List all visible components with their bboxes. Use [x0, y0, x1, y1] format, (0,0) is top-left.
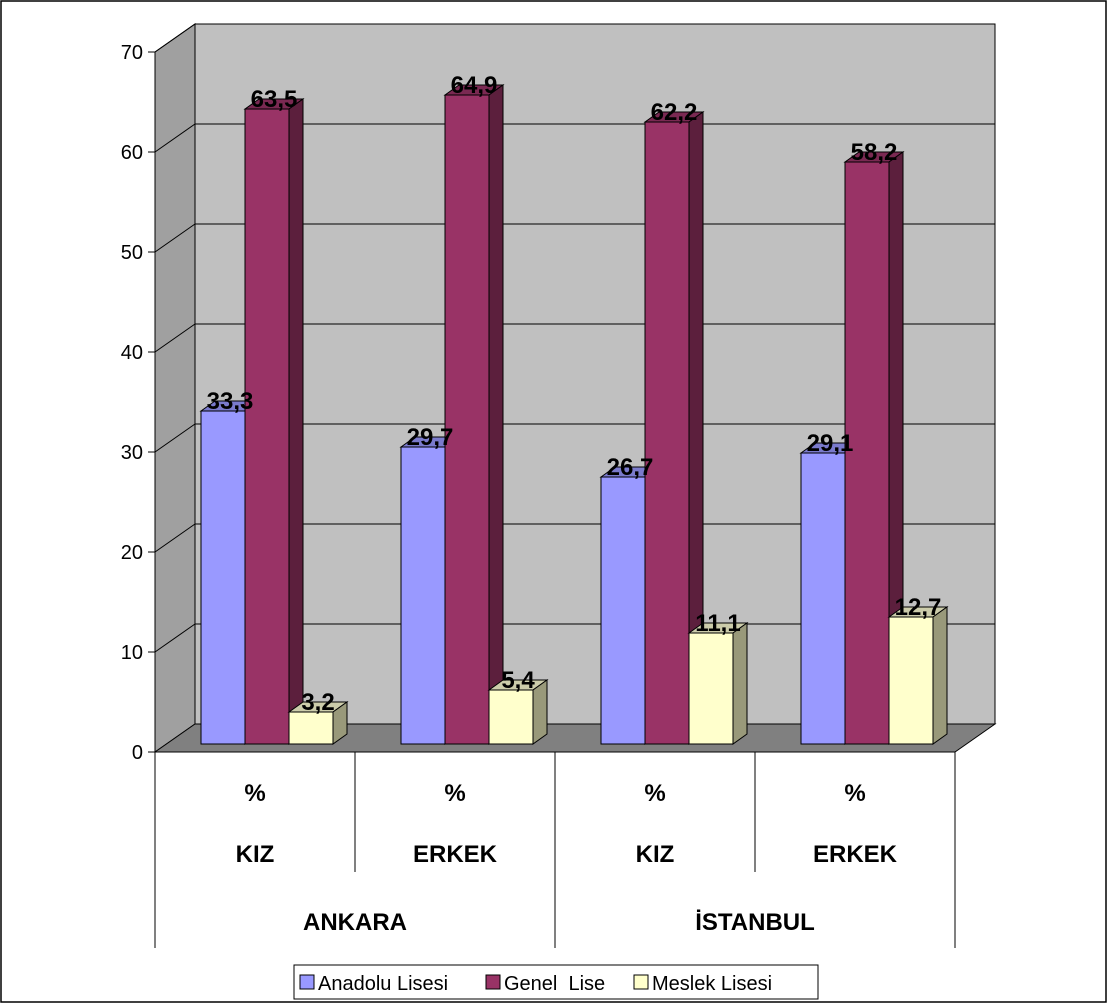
- legend-label-2: Meslek Lisesi: [652, 973, 772, 995]
- x-tick-label-city: ANKARA: [303, 909, 407, 936]
- bar-2-3: [888, 616, 934, 745]
- bar-0-0: [200, 410, 246, 745]
- gridline-side: [154, 123, 196, 153]
- floor: [153, 723, 997, 753]
- data-label-2-2: 11,1: [695, 610, 740, 637]
- data-label-1-2: 62,2: [651, 99, 698, 126]
- data-label-0-1: 29,7: [407, 424, 454, 451]
- y-tick-label: 40: [121, 342, 143, 364]
- data-label-1-0: 63,5: [251, 86, 298, 113]
- y-tick-label: 50: [121, 242, 143, 264]
- bar-side-2-3: [932, 606, 948, 745]
- x-tick-label-city: İSTANBUL: [695, 909, 815, 936]
- bar-0-1: [400, 446, 446, 745]
- legend-box: [293, 964, 819, 1000]
- gridline-side: [154, 223, 196, 253]
- y-tick-label: 30: [121, 442, 143, 464]
- gridline-side: [154, 23, 196, 53]
- data-label-1-1: 64,9: [451, 72, 498, 99]
- legend-label-0: Anadolu Lisesi: [318, 973, 448, 995]
- data-label-0-0: 33,3: [207, 388, 254, 415]
- data-label-1-3: 58,2: [851, 139, 898, 166]
- y-tick-label: 20: [121, 542, 143, 564]
- bar-2-2: [688, 632, 734, 745]
- x-tick-label-pct: %: [244, 780, 265, 807]
- data-label-2-1: 5,4: [501, 667, 535, 694]
- x-tick-label-gender: ERKEK: [413, 841, 498, 868]
- bar-side-2-2: [732, 622, 748, 745]
- bar-side-1-1: [488, 84, 504, 745]
- gridline-side: [154, 523, 196, 553]
- x-tick-label-gender: ERKEK: [813, 841, 898, 868]
- data-label-2-3: 12,7: [895, 594, 942, 621]
- y-tick-label: 0: [132, 742, 143, 764]
- data-label-0-2: 26,7: [607, 454, 654, 481]
- bar-0-2: [600, 476, 646, 745]
- gridline-side: [154, 423, 196, 453]
- y-tick-label: 60: [121, 142, 143, 164]
- data-label-2-0: 3,2: [301, 689, 334, 716]
- bar-side-2-0: [332, 701, 348, 745]
- x-tick-label-pct: %: [444, 780, 465, 807]
- bar-2-1: [488, 689, 534, 745]
- x-tick-label-gender: KIZ: [636, 841, 675, 868]
- bar-1-0: [244, 108, 290, 745]
- gridline-side: [154, 323, 196, 353]
- legend-swatch-0: [299, 974, 315, 990]
- bar-1-3: [844, 161, 890, 745]
- legend-label-1: Genel Lise: [504, 973, 605, 995]
- side-wall: [154, 23, 196, 753]
- legend-swatch-1: [485, 974, 501, 990]
- bar-2-0: [288, 711, 334, 745]
- bar-1-2: [644, 121, 690, 745]
- x-tick-label-pct: %: [844, 780, 865, 807]
- x-tick-label-gender: KIZ: [236, 841, 275, 868]
- bar-0-3: [800, 452, 846, 745]
- y-tick-label: 70: [121, 42, 143, 64]
- bar-side-1-0: [288, 98, 304, 745]
- data-label-0-3: 29,1: [807, 430, 854, 457]
- legend-swatch-2: [633, 974, 649, 990]
- y-tick-label: 10: [121, 642, 143, 664]
- x-tick-label-pct: %: [644, 780, 665, 807]
- gridline-side: [154, 623, 196, 653]
- bar-side-2-1: [532, 679, 548, 745]
- bar-1-1: [444, 94, 490, 745]
